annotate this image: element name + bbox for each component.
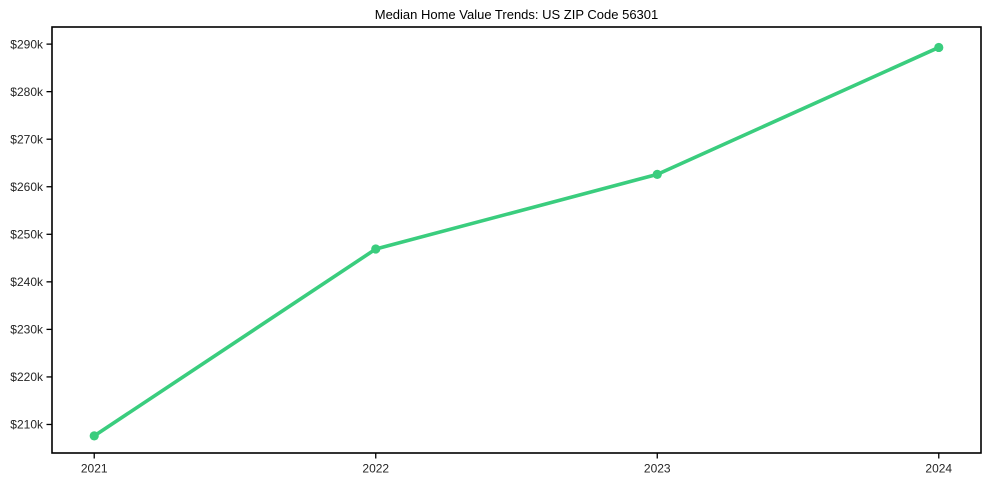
data-point-2023 <box>652 169 662 179</box>
y-tick-label: $240k <box>10 275 44 289</box>
data-point-2021 <box>89 431 99 441</box>
trend-line <box>92 45 941 438</box>
y-tick-label: $220k <box>10 370 44 384</box>
y-tick-label: $230k <box>10 323 44 337</box>
y-tick-label: $290k <box>10 37 44 51</box>
data-point-2024 <box>934 42 944 53</box>
y-tick-label: $210k <box>10 418 44 432</box>
plot-border <box>51 26 982 454</box>
data-point-2022 <box>371 244 381 254</box>
y-tick-label: $280k <box>10 85 44 99</box>
x-tick-label: 2021 <box>81 462 108 476</box>
chart-title: Median Home Value Trends: US ZIP Code 56… <box>374 7 659 22</box>
y-tick-label: $260k <box>10 180 44 194</box>
y-tick-label: $250k <box>10 227 44 241</box>
x-tick-label: 2023 <box>644 462 671 476</box>
x-tick-label: 2022 <box>362 462 389 476</box>
x-tick-label: 2024 <box>925 462 952 476</box>
y-tick-label: $270k <box>10 132 44 146</box>
